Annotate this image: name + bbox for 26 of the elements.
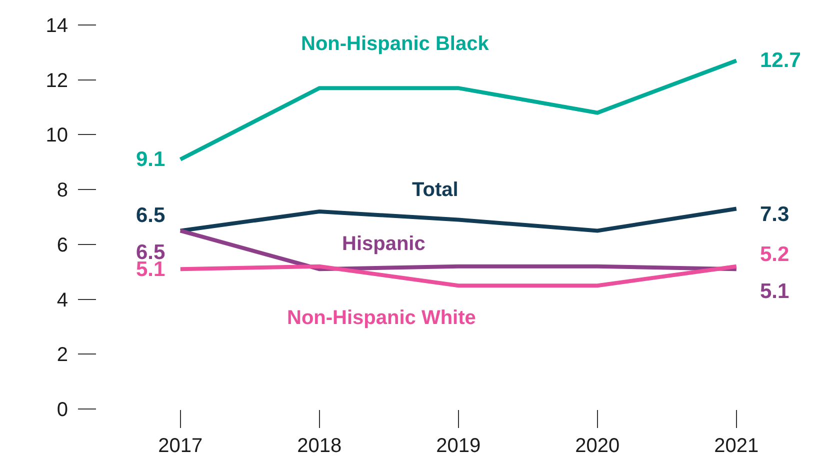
data-label: 7.3 — [760, 203, 790, 226]
line-series — [178, 206, 738, 233]
series-label: Non-Hispanic White — [287, 307, 476, 329]
y-tick-label: 14 — [46, 15, 68, 37]
x-tick-label: 2020 — [575, 435, 620, 457]
y-tick-label: 6 — [56, 234, 68, 256]
line-series — [178, 58, 738, 162]
x-tick-label: 2019 — [436, 435, 481, 457]
y-tick-label: 0 — [56, 399, 68, 421]
x-tick-label: 2021 — [714, 435, 759, 457]
series-label: Non-Hispanic Black — [301, 33, 490, 55]
data-label: 5.1 — [136, 258, 166, 281]
y-tick-label: 2 — [56, 344, 68, 366]
series-label: Total — [412, 179, 458, 201]
data-label: 5.1 — [760, 280, 790, 303]
series-label: Hispanic — [342, 233, 426, 255]
y-tick-label: 8 — [56, 180, 68, 202]
y-tick-label: 10 — [46, 124, 68, 147]
data-label: 12.7 — [760, 49, 801, 72]
y-tick-label: 12 — [46, 70, 68, 92]
x-tick-label: 2017 — [158, 435, 203, 457]
x-tick-label: 2018 — [297, 435, 342, 457]
y-tick-label: 4 — [56, 289, 68, 312]
data-label: 9.1 — [136, 148, 166, 171]
data-label: 6.5 — [136, 204, 166, 227]
data-label: 5.2 — [760, 243, 790, 266]
